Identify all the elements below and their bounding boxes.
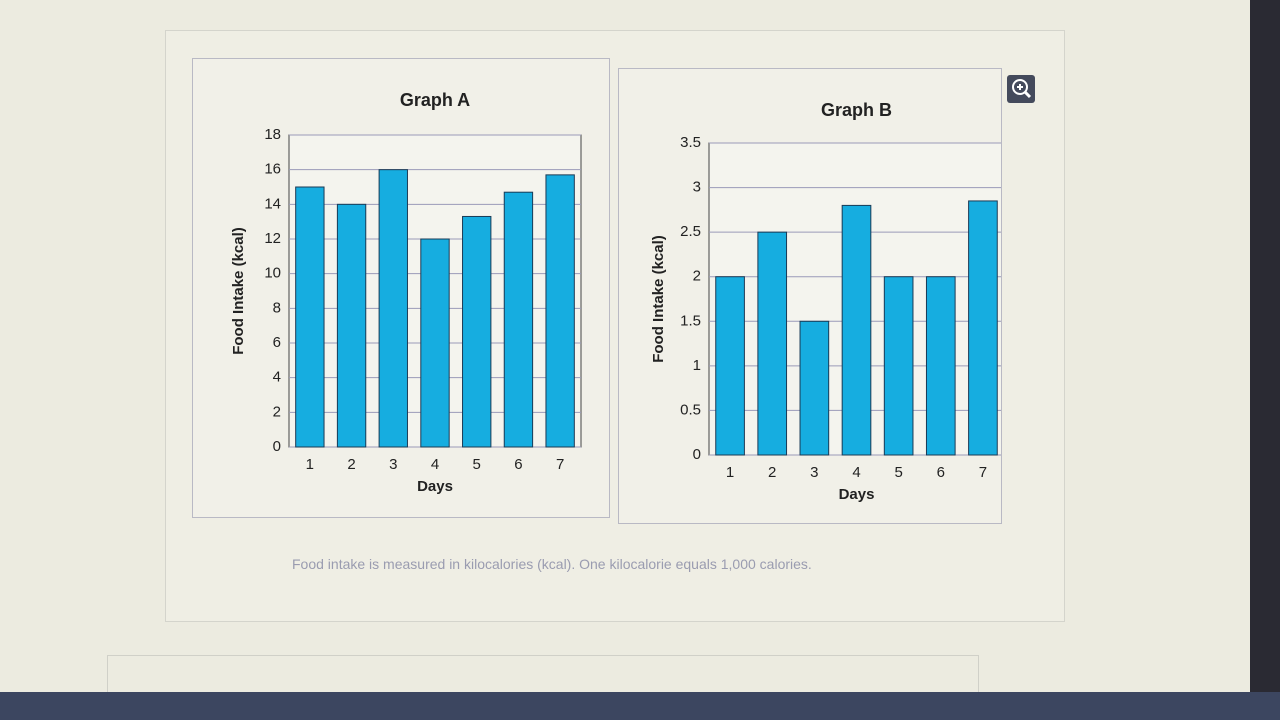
y-tick-label: 2	[273, 403, 281, 420]
x-tick-label: 7	[979, 464, 987, 481]
y-tick-label: 14	[264, 195, 281, 212]
y-tick-label: 12	[264, 230, 281, 247]
y-tick-label: 10	[264, 265, 281, 282]
x-tick-label: 7	[556, 456, 564, 473]
bar	[715, 276, 745, 456]
chart-title: Graph A	[400, 90, 470, 110]
y-tick-label: 3.5	[680, 134, 701, 151]
y-tick-label: 2	[693, 268, 701, 285]
status-bar	[0, 692, 1280, 720]
x-axis-label: Days	[417, 478, 453, 495]
y-tick-label: 0	[273, 438, 281, 455]
chart: Graph B 0 0.5 1 1.5 2 2.5 3 3.5 1 2 3 4 5 6 7 Days Food I…	[650, 100, 1005, 503]
screen: Graph A 0 2 4 6 8 10 12 14 16 18 1 2 3 4 5 6 7 Days Food In…	[0, 0, 1250, 707]
x-tick-label: 1	[726, 464, 734, 481]
y-tick-label: 1.5	[680, 312, 701, 329]
y-tick-label: 0.5	[680, 401, 701, 418]
chart-title: Graph B	[821, 100, 892, 120]
zoom-button[interactable]	[1007, 75, 1035, 103]
y-axis-label: Food Intake (kcal)	[230, 227, 247, 355]
x-tick-label: 6	[514, 456, 522, 473]
bar	[757, 231, 788, 456]
caption: Food intake is measured in kilocalories …	[292, 556, 812, 572]
y-tick-label: 2.5	[680, 223, 701, 240]
bar	[883, 276, 914, 456]
bar	[378, 169, 408, 448]
x-tick-label: 6	[937, 464, 945, 481]
bar	[420, 238, 450, 448]
x-tick-label: 3	[810, 464, 818, 481]
x-tick-label: 4	[852, 464, 860, 481]
y-tick-label: 6	[273, 334, 281, 351]
bar	[503, 191, 534, 448]
bar	[841, 204, 872, 456]
y-tick-label: 0	[693, 446, 701, 463]
bar	[462, 215, 492, 448]
x-tick-label: 5	[894, 464, 902, 481]
y-tick-label: 1	[693, 357, 701, 374]
x-tick-label: 2	[347, 456, 355, 473]
x-tick-label: 4	[431, 456, 439, 473]
y-tick-label: 8	[273, 299, 281, 316]
x-tick-label: 1	[306, 456, 314, 473]
y-tick-label: 16	[264, 161, 281, 178]
x-tick-label: 2	[768, 464, 776, 481]
y-tick-label: 18	[264, 126, 281, 143]
bar	[925, 276, 956, 456]
bar	[968, 200, 998, 456]
bar	[799, 320, 830, 456]
y-tick-label: 4	[273, 369, 281, 386]
y-axis-label: Food Intake (kcal)	[650, 235, 667, 363]
panel-b: Graph B 0 0.5 1 1.5 2 2.5 3 3.5 1 2 3 4 5 6 7 Days Food I…	[618, 68, 1005, 524]
x-tick-label: 5	[473, 456, 481, 473]
bar	[295, 186, 325, 448]
zoom-icon	[1012, 79, 1032, 99]
y-tick-label: 3	[693, 179, 701, 196]
x-axis-label: Days	[839, 486, 875, 503]
panel-a: Graph A 0 2 4 6 8 10 12 14 16 18 1 2 3 4 5 6 7 Days Food In…	[192, 58, 610, 518]
bar	[545, 174, 575, 448]
bar	[336, 203, 367, 448]
x-tick-label: 3	[389, 456, 397, 473]
